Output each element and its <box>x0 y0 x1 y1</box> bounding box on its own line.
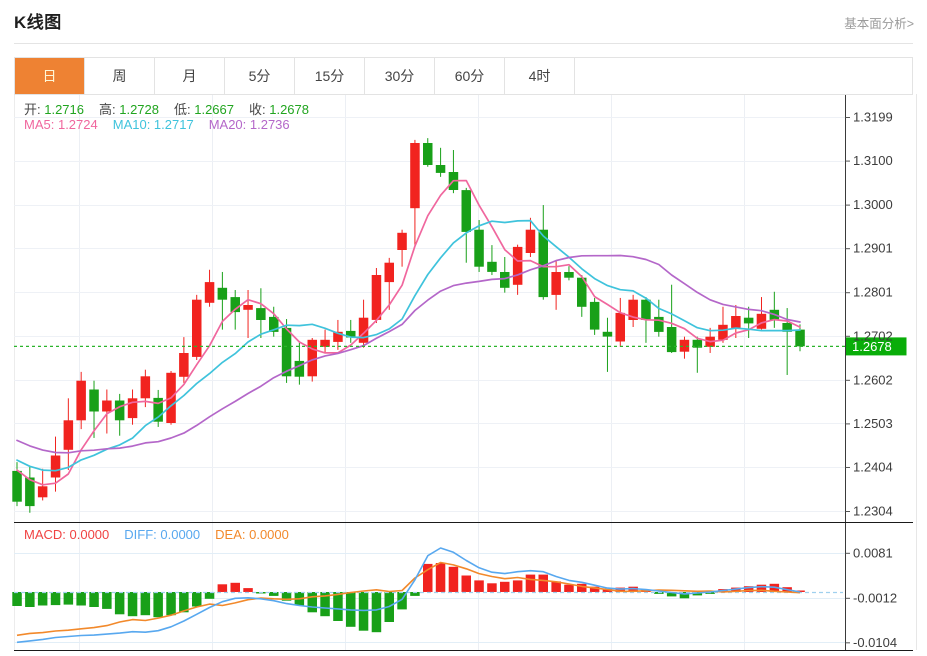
svg-text:1.2801: 1.2801 <box>853 285 893 300</box>
tabbar-filler <box>575 58 912 94</box>
fundamental-analysis-link[interactable]: 基本面分析> <box>844 17 914 31</box>
diff-line <box>16 547 801 644</box>
tab-30min[interactable]: 30分 <box>365 58 435 94</box>
ma5-line <box>16 179 801 486</box>
tab-60min[interactable]: 60分 <box>435 58 505 94</box>
svg-text:1.2602: 1.2602 <box>853 372 893 387</box>
candles <box>12 138 805 513</box>
tab-week[interactable]: 周 <box>85 58 155 94</box>
tab-4hour[interactable]: 4时 <box>505 58 575 94</box>
svg-text:1.2503: 1.2503 <box>853 416 893 431</box>
ma10-line <box>16 219 801 472</box>
svg-text:-0.0012: -0.0012 <box>853 590 897 605</box>
dea-line <box>16 561 801 637</box>
svg-text:0.0081: 0.0081 <box>853 545 893 560</box>
macd-chart-plot[interactable] <box>14 540 845 650</box>
header-divider <box>14 43 913 44</box>
svg-text:1.3199: 1.3199 <box>853 110 893 125</box>
svg-text:1.2678: 1.2678 <box>852 339 892 354</box>
svg-text:1.2901: 1.2901 <box>853 241 893 256</box>
page-title: K线图 <box>14 13 62 32</box>
main-y-axis-labels: 1.31991.31001.30001.29011.28011.27021.26… <box>845 110 893 519</box>
svg-text:1.2404: 1.2404 <box>853 459 893 474</box>
tab-15min[interactable]: 15分 <box>295 58 365 94</box>
grid <box>14 94 917 650</box>
current-price-badge: 1.2678 <box>845 337 907 356</box>
tab-5min[interactable]: 5分 <box>225 58 295 94</box>
svg-text:1.3000: 1.3000 <box>853 197 893 212</box>
svg-text:1.3100: 1.3100 <box>853 153 893 168</box>
period-tabbar: 日周月 5分 15分 30分 60分 4时 <box>14 57 913 95</box>
axis-frame <box>14 94 913 651</box>
svg-text:-0.0104: -0.0104 <box>853 635 897 650</box>
macd-y-axis-labels: 0.0081 -0.0012 -0.0104 <box>845 545 897 650</box>
svg-text:1.2304: 1.2304 <box>853 504 893 519</box>
tab-month[interactable]: 月 <box>155 58 225 94</box>
ma20-line <box>16 254 801 454</box>
tab-day[interactable]: 日 <box>15 58 85 94</box>
svg-text:1.2702: 1.2702 <box>853 328 893 343</box>
